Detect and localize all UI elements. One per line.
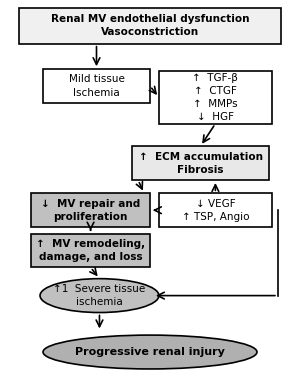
- Text: ↑  ECM accumulation
Fibrosis: ↑ ECM accumulation Fibrosis: [139, 152, 262, 175]
- FancyBboxPatch shape: [31, 233, 150, 267]
- Ellipse shape: [40, 279, 159, 313]
- Text: ↑1  Severe tissue
ischemia: ↑1 Severe tissue ischemia: [53, 284, 146, 307]
- FancyBboxPatch shape: [31, 193, 150, 227]
- FancyBboxPatch shape: [159, 71, 272, 124]
- Text: Mild tissue
Ischemia: Mild tissue Ischemia: [69, 74, 124, 98]
- Text: ↓  MV repair and
proliferation: ↓ MV repair and proliferation: [41, 199, 140, 222]
- FancyBboxPatch shape: [19, 8, 281, 44]
- FancyBboxPatch shape: [43, 69, 150, 103]
- Text: Progressive renal injury: Progressive renal injury: [75, 347, 225, 357]
- Text: ↑  TGF-β
↑  CTGF
↑  MMPs
↓  HGF: ↑ TGF-β ↑ CTGF ↑ MMPs ↓ HGF: [193, 72, 238, 122]
- FancyBboxPatch shape: [132, 146, 269, 180]
- Text: ↓ VEGF
↑ TSP, Angio: ↓ VEGF ↑ TSP, Angio: [182, 199, 249, 222]
- Text: ↑  MV remodeling,
damage, and loss: ↑ MV remodeling, damage, and loss: [36, 239, 145, 262]
- Text: Renal MV endothelial dysfunction
Vasoconstriction: Renal MV endothelial dysfunction Vasocon…: [51, 14, 249, 38]
- Ellipse shape: [43, 335, 257, 369]
- FancyBboxPatch shape: [159, 193, 272, 227]
